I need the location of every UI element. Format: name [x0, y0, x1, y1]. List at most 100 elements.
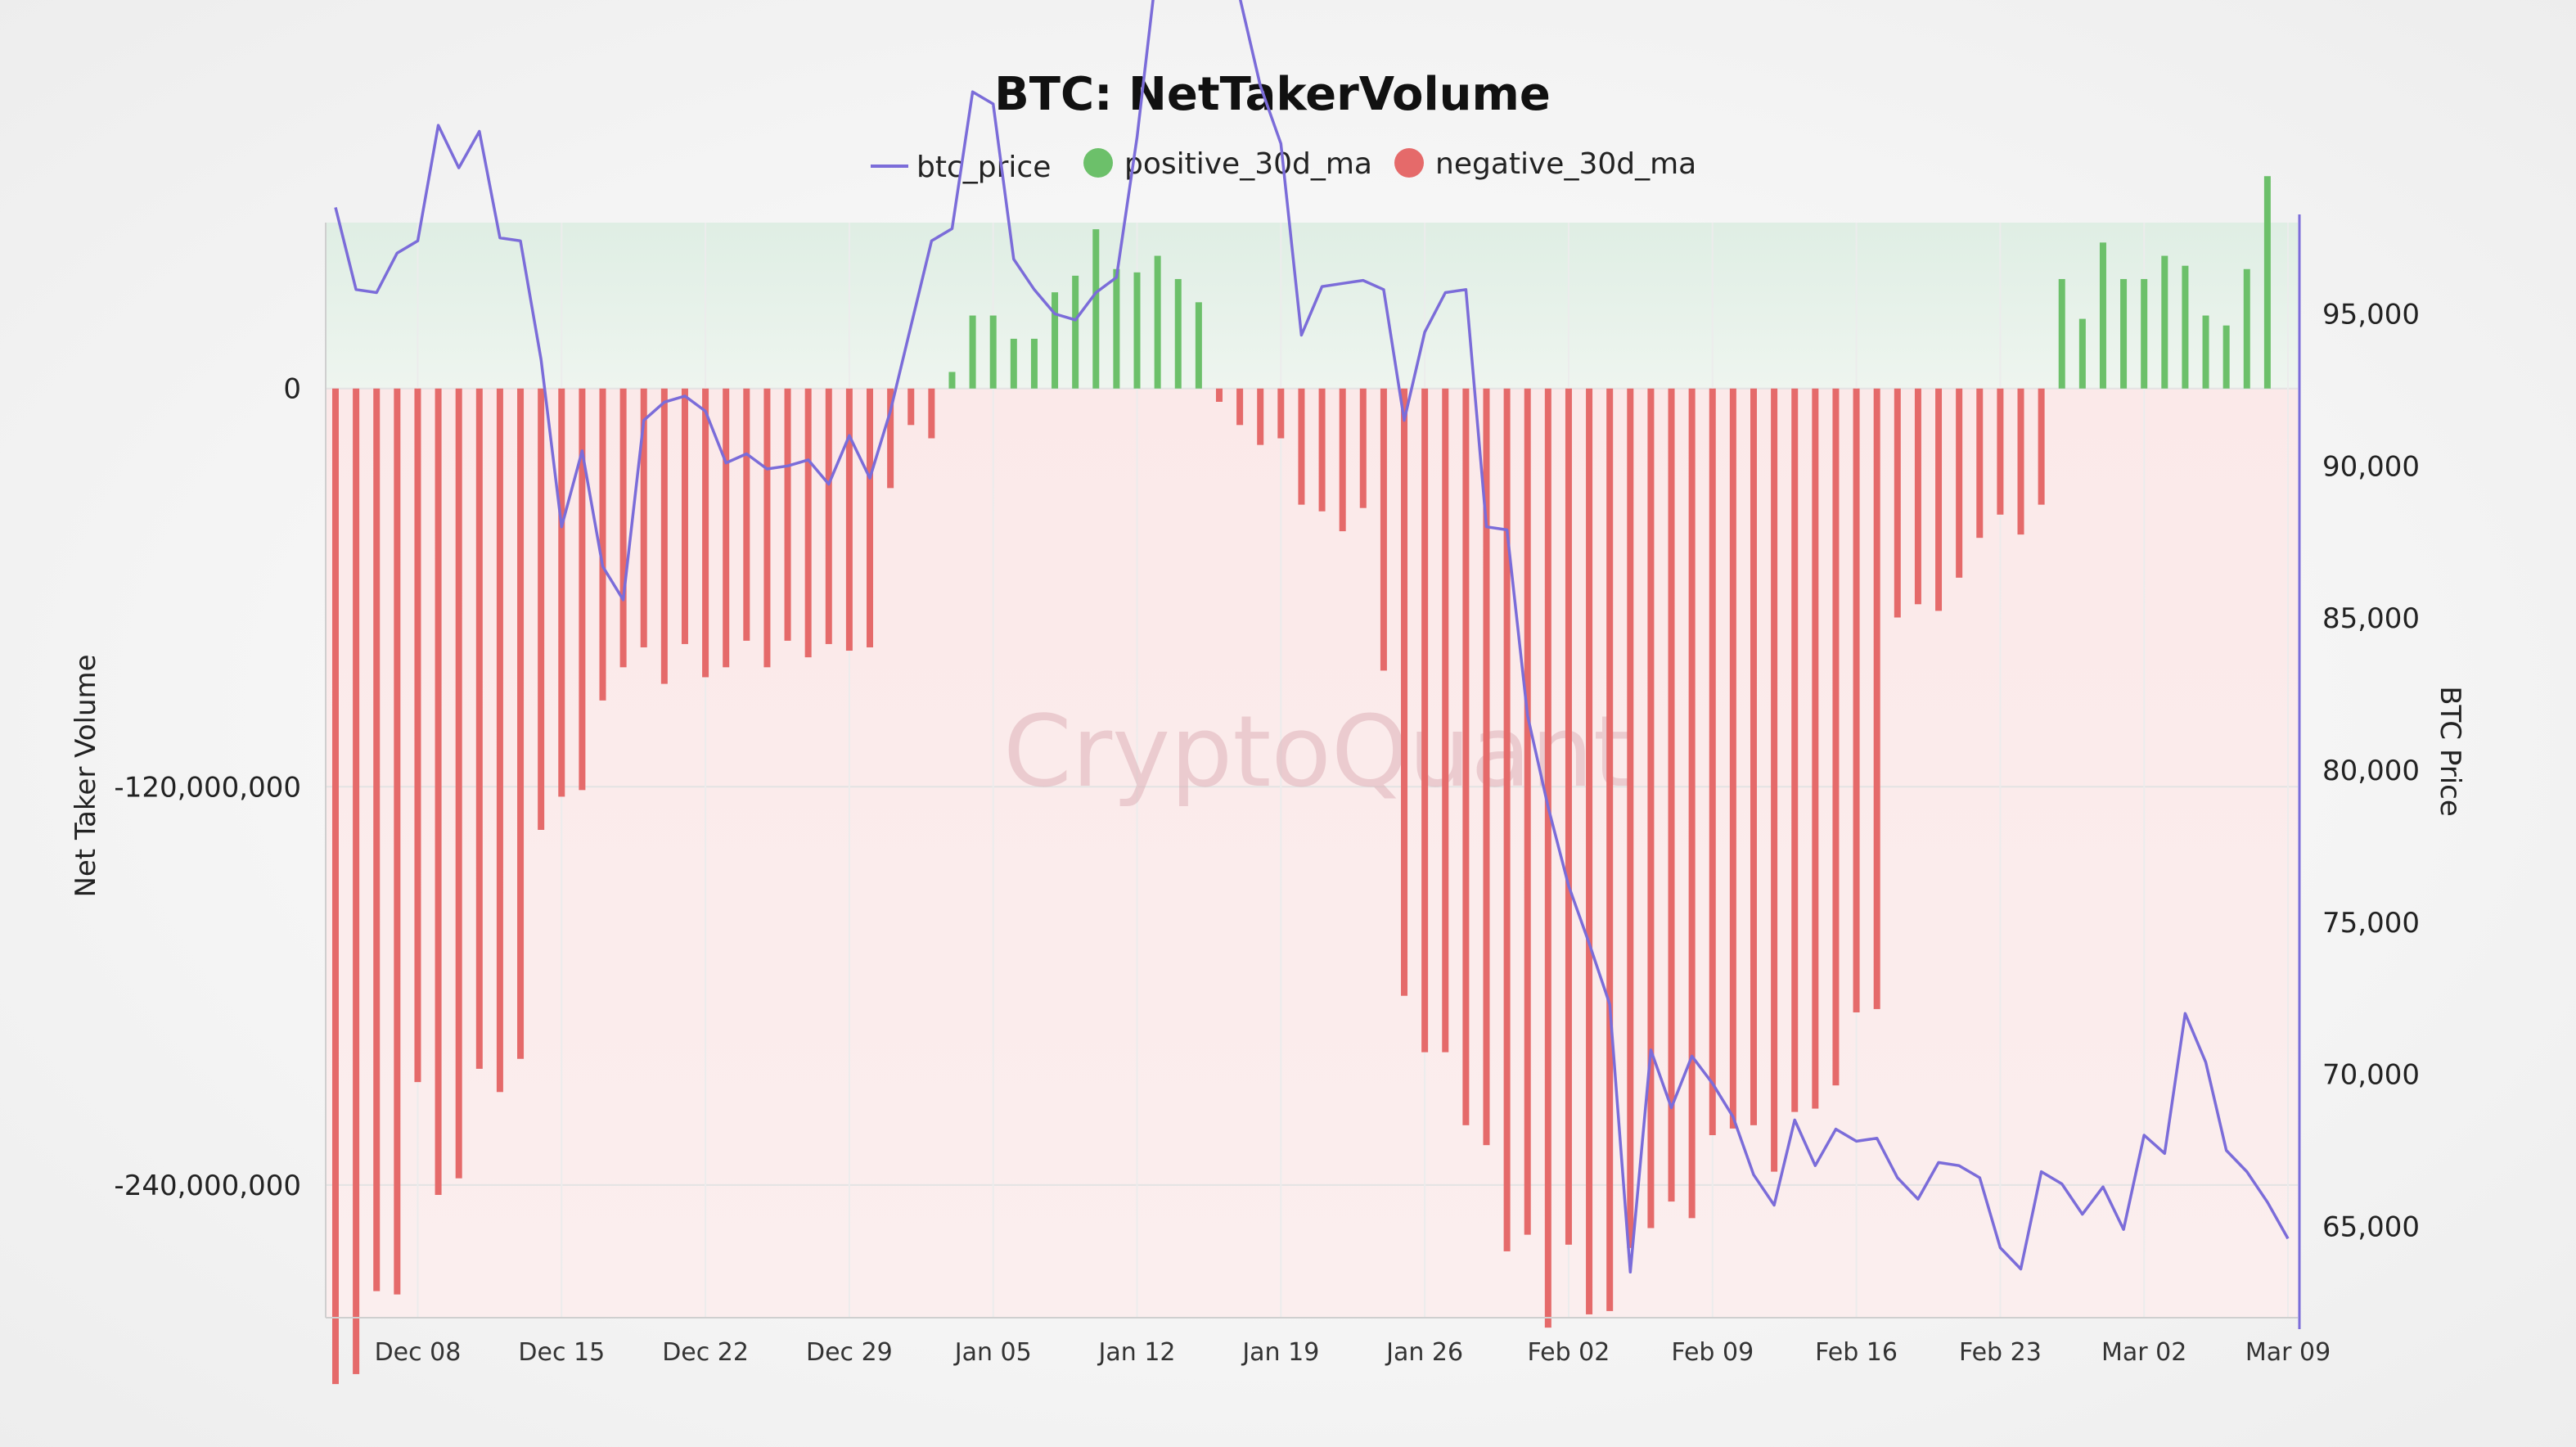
negative-bar — [867, 388, 874, 647]
positive-bar — [2161, 255, 2168, 389]
negative-bar — [1544, 388, 1551, 1328]
negative-bar — [579, 388, 586, 791]
positive-bar — [2099, 242, 2106, 389]
legend-label-positive: positive_30d_ma — [1124, 147, 1372, 181]
legend-label-negative: negative_30d_ma — [1435, 147, 1696, 181]
negative-bar — [907, 388, 915, 426]
negative-bar — [496, 388, 503, 1093]
negative-bar — [1277, 388, 1285, 439]
positive-bar — [1030, 338, 1038, 389]
negative-bar — [1215, 388, 1223, 402]
y2-tick-label: 70,000 — [2322, 1059, 2420, 1092]
negative-bar — [517, 388, 525, 1059]
negative-bar — [619, 388, 627, 668]
negative-bar — [394, 388, 401, 1295]
positive-bar — [2222, 325, 2230, 389]
x-tick-label: Feb 23 — [1959, 1338, 2042, 1367]
positive-zone — [326, 223, 2298, 389]
axes-group: 0 -120,000,000 -240,000,000 95,000 90,000 85,… — [114, 214, 2420, 1367]
negative-bar — [1606, 388, 1614, 1311]
positive-bar — [1072, 275, 1079, 389]
positive-bar — [989, 315, 997, 389]
negative-zone — [326, 388, 2298, 1318]
positive-bar — [2078, 318, 2086, 389]
negative-bar — [599, 388, 606, 701]
y2-tick-label: 80,000 — [2322, 755, 2420, 787]
positive-bar — [2263, 176, 2271, 389]
negative-bar — [1627, 388, 1634, 1248]
gridlines — [326, 223, 2298, 1318]
positive-bar — [1113, 268, 1120, 389]
y-axis-label: Net Taker Volume — [70, 654, 102, 897]
y2-tick-label: 65,000 — [2322, 1211, 2420, 1244]
positive-bar — [2182, 265, 2189, 389]
x-tick-label: Jan 05 — [953, 1338, 1032, 1367]
x-tick-label: Mar 02 — [2101, 1338, 2186, 1367]
negative-bar — [845, 388, 853, 651]
positive-bar — [1174, 278, 1182, 389]
x-tick-label: Mar 09 — [2245, 1338, 2331, 1367]
negative-bar — [1914, 388, 1921, 605]
positive-bar — [2058, 278, 2065, 389]
legend-negative-marker — [1394, 148, 1424, 178]
y2-tick-label: 75,000 — [2322, 907, 2420, 940]
negative-bar — [1257, 388, 1264, 445]
negative-bar — [1668, 388, 1675, 1202]
y2-axis-label: BTC Price — [2434, 686, 2466, 817]
negative-bar — [743, 388, 750, 641]
x-tick-label: Dec 29 — [806, 1338, 893, 1367]
negative-bar — [784, 388, 791, 641]
x-tick-label: Dec 15 — [518, 1338, 605, 1367]
plot-background — [326, 223, 2298, 1318]
negative-bar — [1421, 388, 1429, 1053]
negative-bar — [1442, 388, 1449, 1053]
negative-bar — [1771, 388, 1778, 1172]
negative-bar — [435, 388, 442, 1195]
legend-positive-marker — [1083, 148, 1113, 178]
negative-bar — [414, 388, 421, 1083]
negative-bar — [1709, 388, 1716, 1135]
x-tick-label: Jan 12 — [1097, 1338, 1176, 1367]
negative-bar — [1359, 388, 1367, 508]
negative-bar — [1339, 388, 1346, 532]
negative-bar — [1565, 388, 1572, 1245]
negative-bar — [1524, 388, 1531, 1235]
negative-bar — [763, 388, 771, 668]
y-tick-label: -120,000,000 — [114, 771, 301, 804]
negative-bar — [1318, 388, 1326, 512]
negative-bar — [1298, 388, 1305, 505]
negative-bar — [702, 388, 709, 678]
negative-bar — [825, 388, 832, 644]
x-tick-label: Feb 02 — [1528, 1338, 1610, 1367]
negative-bar — [373, 388, 381, 1291]
negative-bar — [1380, 388, 1387, 671]
negative-bar — [1586, 388, 1593, 1314]
negative-bar — [1976, 388, 1984, 539]
positive-bar — [1092, 229, 1100, 389]
positive-bar — [2120, 278, 2128, 389]
negative-bar — [1236, 388, 1244, 426]
x-tick-label: Dec 22 — [662, 1338, 749, 1367]
positive-bar — [1195, 302, 1202, 389]
negative-bar — [804, 388, 812, 658]
positive-bar — [1154, 255, 1161, 389]
negative-bar — [558, 388, 565, 797]
negative-bar — [538, 388, 545, 830]
watermark: CryptoQuant — [1003, 696, 1632, 809]
negative-bar — [1853, 388, 1860, 1012]
negative-bar — [1791, 388, 1799, 1112]
chart-title: BTC: NetTakerVolume — [994, 68, 1551, 121]
legend: btc_price positive_30d_ma negative_30d_m… — [871, 147, 1696, 184]
negative-bar — [1688, 388, 1696, 1219]
x-tick-label: Feb 09 — [1671, 1338, 1754, 1367]
y2-tick-label: 90,000 — [2322, 450, 2420, 483]
negative-bar — [1832, 388, 1840, 1086]
negative-bar — [1935, 388, 1943, 611]
bars-group — [332, 176, 2271, 1385]
y2-tick-label: 95,000 — [2322, 299, 2420, 331]
positive-bar — [969, 315, 976, 389]
x-tick-label: Jan 19 — [1241, 1338, 1319, 1367]
negative-bar — [2038, 388, 2045, 505]
negative-bar — [640, 388, 647, 647]
